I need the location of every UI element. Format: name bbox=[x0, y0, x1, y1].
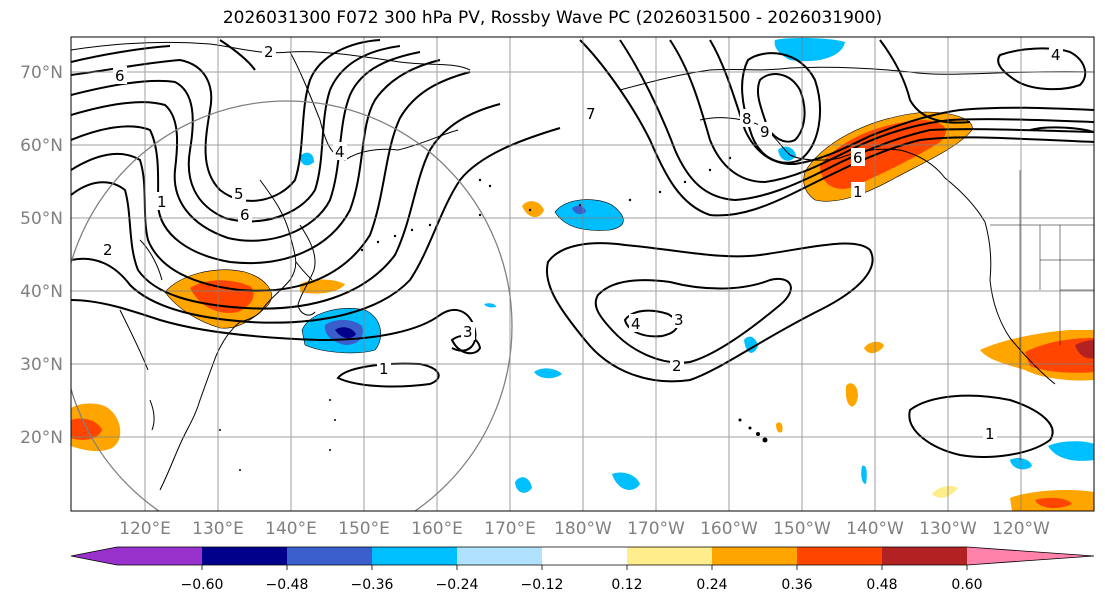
pv-contours bbox=[71, 39, 1094, 458]
colorbar-swatch bbox=[117, 547, 202, 565]
contour-label: 6 bbox=[853, 149, 863, 167]
plot-frame bbox=[70, 36, 1095, 512]
lon-label: 150°W bbox=[773, 519, 831, 539]
lon-label: 140°W bbox=[846, 519, 904, 539]
lon-label: 120°E bbox=[119, 519, 171, 539]
contour-label: 2 bbox=[672, 357, 682, 375]
contour-label: 3 bbox=[463, 323, 473, 341]
colorbar: −0.60 −0.48 −0.36 −0.24 −0.12 0.12 0.24 … bbox=[70, 546, 1095, 593]
colorbar-swatch bbox=[457, 547, 542, 565]
colorbar-extend-low bbox=[71, 547, 117, 565]
lon-label: 160°W bbox=[700, 519, 758, 539]
contour-label: 1 bbox=[157, 193, 167, 211]
lat-label: 20°N bbox=[20, 428, 63, 448]
contour-label: 1 bbox=[853, 183, 863, 201]
graticule bbox=[71, 37, 1094, 511]
lat-label: 30°N bbox=[20, 355, 63, 375]
lon-label: 170°E bbox=[484, 519, 536, 539]
colorbar-swatch bbox=[202, 547, 287, 565]
lon-label: 130°W bbox=[919, 519, 977, 539]
contour-labels: 6 1 2 6 5 2 4 3 1 4 3 2 8 9 bbox=[101, 42, 1063, 443]
contour-label: 9 bbox=[760, 123, 770, 141]
colorbar-tick-label: 0.60 bbox=[951, 577, 982, 593]
colorbar-swatch bbox=[712, 547, 797, 565]
latitude-labels: 70°N 60°N 50°N 40°N 30°N 20°N bbox=[20, 63, 63, 448]
contour-label: 8 bbox=[742, 110, 752, 128]
lon-label: 160°E bbox=[411, 519, 463, 539]
lon-label: 120°W bbox=[992, 519, 1050, 539]
colorbar-swatch bbox=[627, 547, 712, 565]
contour-label: 4 bbox=[631, 315, 641, 333]
colorbar-tick-label: 0.36 bbox=[781, 577, 812, 593]
contour-label: 5 bbox=[234, 185, 244, 203]
colorbar-swatch bbox=[372, 547, 457, 565]
lat-label: 70°N bbox=[20, 63, 63, 83]
colorbar-swatch bbox=[542, 547, 627, 565]
colorbar-swatch bbox=[287, 547, 372, 565]
contour-label: 1 bbox=[985, 425, 995, 443]
anomaly-alaska-positive bbox=[71, 112, 1094, 511]
colorbar-tick-label: −0.12 bbox=[521, 577, 564, 593]
contour-label: 1 bbox=[379, 360, 389, 378]
colorbar-swatch bbox=[797, 547, 882, 565]
colorbar-tick-label: 0.24 bbox=[696, 577, 727, 593]
colorbar-tick-label: 0.48 bbox=[866, 577, 897, 593]
colorbar-tick-label: −0.24 bbox=[436, 577, 479, 593]
contour-label: 6 bbox=[240, 206, 250, 224]
colorbar-swatch bbox=[882, 547, 967, 565]
lon-label: 180°W bbox=[554, 519, 612, 539]
contour-label: 2 bbox=[103, 241, 113, 259]
lon-label: 150°E bbox=[338, 519, 390, 539]
contour-label: 4 bbox=[335, 143, 345, 161]
contour-label: 3 bbox=[674, 311, 684, 329]
contour-label: 7 bbox=[586, 105, 596, 123]
lon-label: 170°W bbox=[627, 519, 685, 539]
lon-label: 130°E bbox=[192, 519, 244, 539]
reference-circle bbox=[71, 100, 513, 511]
colorbar-tick-label: −0.48 bbox=[266, 577, 309, 593]
lat-label: 50°N bbox=[20, 209, 63, 229]
map-title: 2026031300 F072 300 hPa PV, Rossby Wave … bbox=[222, 8, 883, 28]
colorbar-extend-high bbox=[967, 547, 1094, 565]
islands bbox=[219, 156, 768, 471]
contour-label: 2 bbox=[264, 43, 274, 61]
lat-label: 40°N bbox=[20, 282, 63, 302]
lon-label: 140°E bbox=[265, 519, 317, 539]
lat-label: 60°N bbox=[20, 136, 63, 156]
longitude-labels: 120°E 130°E 140°E 150°E 160°E 170°E 180°… bbox=[119, 519, 1050, 539]
contour-label: 6 bbox=[115, 67, 125, 85]
colorbar-tick-label: −0.36 bbox=[351, 577, 394, 593]
colorbar-tick-label: −0.60 bbox=[181, 577, 224, 593]
contour-label: 4 bbox=[1051, 46, 1061, 64]
colorbar-tick-label: 0.12 bbox=[611, 577, 642, 593]
